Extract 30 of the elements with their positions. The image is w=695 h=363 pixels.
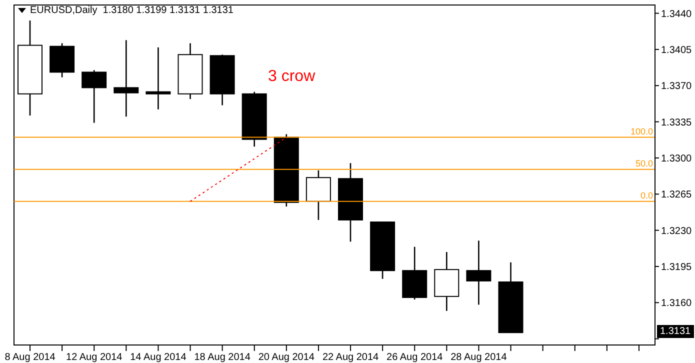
- candlestick: [466, 240, 492, 306]
- annotation: 0.0: [640, 190, 653, 200]
- candlestick: [178, 42, 203, 100]
- y-tick-label: 1.3160: [661, 298, 692, 310]
- x-tick-label: 8 Aug 2014: [4, 352, 56, 363]
- chart-title: EURUSD,Daily 1.3180 1.3199 1.3131 1.3131: [30, 5, 234, 16]
- x-tick-label: 26 Aug 2014: [386, 352, 444, 363]
- text: 1.3131: [657, 325, 694, 338]
- y-tick-label: 1.3195: [661, 262, 692, 274]
- y-tick-label: 1.3335: [661, 117, 692, 128]
- y-tick-label: 1.3230: [661, 226, 692, 237]
- candlestick: [338, 162, 363, 242]
- candlestick: [18, 20, 42, 116]
- candlestick: [146, 46, 171, 110]
- y-tick-label: 1.3370: [661, 81, 692, 92]
- x-tick-label: 28 Aug 2014: [450, 352, 508, 363]
- annotation: 3 crow: [268, 68, 316, 86]
- candlestick: [114, 39, 139, 118]
- x-tick-label: 14 Aug 2014: [130, 352, 187, 363]
- x-tick-label: 22 Aug 2014: [322, 352, 380, 363]
- annotation: 50.0: [635, 158, 653, 168]
- y-tick-label: 1.3440: [661, 8, 692, 20]
- x-tick-label: 12 Aug 2014: [66, 352, 123, 363]
- x-tick-label: 18 Aug 2014: [194, 352, 251, 363]
- y-tick-label: 1.3300: [661, 154, 692, 164]
- candlestick: [434, 251, 460, 312]
- y-tick-label: 1.3265: [661, 190, 692, 201]
- x-tick-label: 20 Aug 2014: [258, 352, 315, 363]
- y-tick-label: 1.3405: [661, 44, 692, 56]
- annotation: 100.0: [630, 126, 653, 136]
